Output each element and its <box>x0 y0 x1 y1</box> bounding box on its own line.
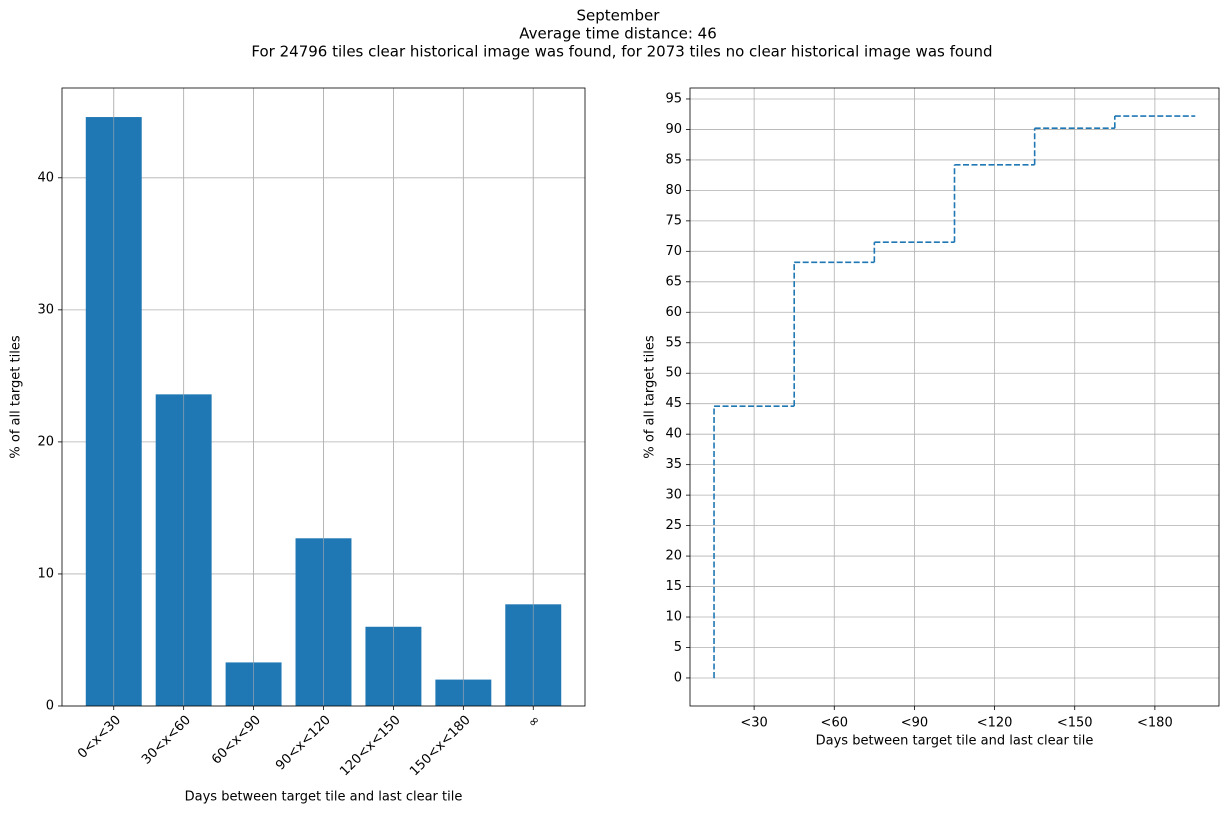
y-tick-label: 45 <box>665 396 682 411</box>
x-axis-label: Days between target tile and last clear … <box>816 734 1094 749</box>
axes: 0 10 20 30 40 0<x<30 30<x<60 60<x<90 90<x<120 120… <box>9 87 586 805</box>
x-tick-label: 120<x<150 <box>337 713 404 780</box>
y-tick-label: 30 <box>37 302 54 317</box>
y-tick-label: 55 <box>665 335 682 350</box>
y-tick-label: 20 <box>37 434 54 449</box>
y-axis-label: % of all target tiles <box>9 335 24 458</box>
y-tick-label: 70 <box>665 244 682 259</box>
x-tick-label: 30<x<60 <box>139 713 194 768</box>
x-tick-label: 150<x<180 <box>407 713 474 780</box>
x-tick-label: 90<x<120 <box>273 713 334 774</box>
x-tick-label: 0<x<30 <box>75 713 124 762</box>
x-tick-label: <60 <box>821 716 848 731</box>
title-line: Average time distance: 46 <box>519 25 717 43</box>
x-tick-label: <90 <box>901 716 928 731</box>
title-line: For 24796 tiles clear historical image w… <box>251 43 992 61</box>
axes-frame <box>689 87 1220 707</box>
y-tick-label: 30 <box>665 488 682 503</box>
y-axis-label: % of all target tiles <box>643 335 658 458</box>
y-tick-label: 75 <box>665 213 682 228</box>
y-tick-label: 85 <box>665 152 682 167</box>
y-tick-label: 80 <box>665 183 682 198</box>
y-tick-label: 35 <box>665 457 682 472</box>
y-tick-label: 5 <box>674 640 682 655</box>
x-tick-label: <180 <box>1137 716 1173 731</box>
x-axis-label: Days between target tile and last clear … <box>185 790 463 805</box>
y-tick-label: 0 <box>674 670 682 685</box>
y-tick-label: 90 <box>665 122 682 137</box>
y-tick-label: 60 <box>665 305 682 320</box>
y-tick-label: 20 <box>665 549 682 564</box>
y-tick-label: 40 <box>665 427 682 442</box>
x-tick-label: <150 <box>1057 716 1093 731</box>
y-tick-label: 50 <box>665 366 682 381</box>
x-tick-label: ∞ <box>525 713 543 731</box>
y-tick-label: 10 <box>665 610 682 625</box>
y-tick-label: 40 <box>37 170 54 185</box>
axes-frame <box>61 87 586 707</box>
y-tick-label: 15 <box>665 579 682 594</box>
y-tick-label: 65 <box>665 274 682 289</box>
y-tick-label: 10 <box>37 566 54 581</box>
y-tick-label: 25 <box>665 518 682 533</box>
axes: 0 5 10 15 20 25 30 35 40 45 50 55 60 65 70 75 80 85 90 95 <3… <box>643 87 1220 749</box>
y-tick-label: 0 <box>46 699 54 714</box>
y-tick-label: 95 <box>665 91 682 106</box>
x-tick-label: <30 <box>740 716 767 731</box>
x-tick-label: 60<x<90 <box>209 713 264 768</box>
x-tick-label: <120 <box>977 716 1013 731</box>
title-line: September <box>577 7 661 25</box>
